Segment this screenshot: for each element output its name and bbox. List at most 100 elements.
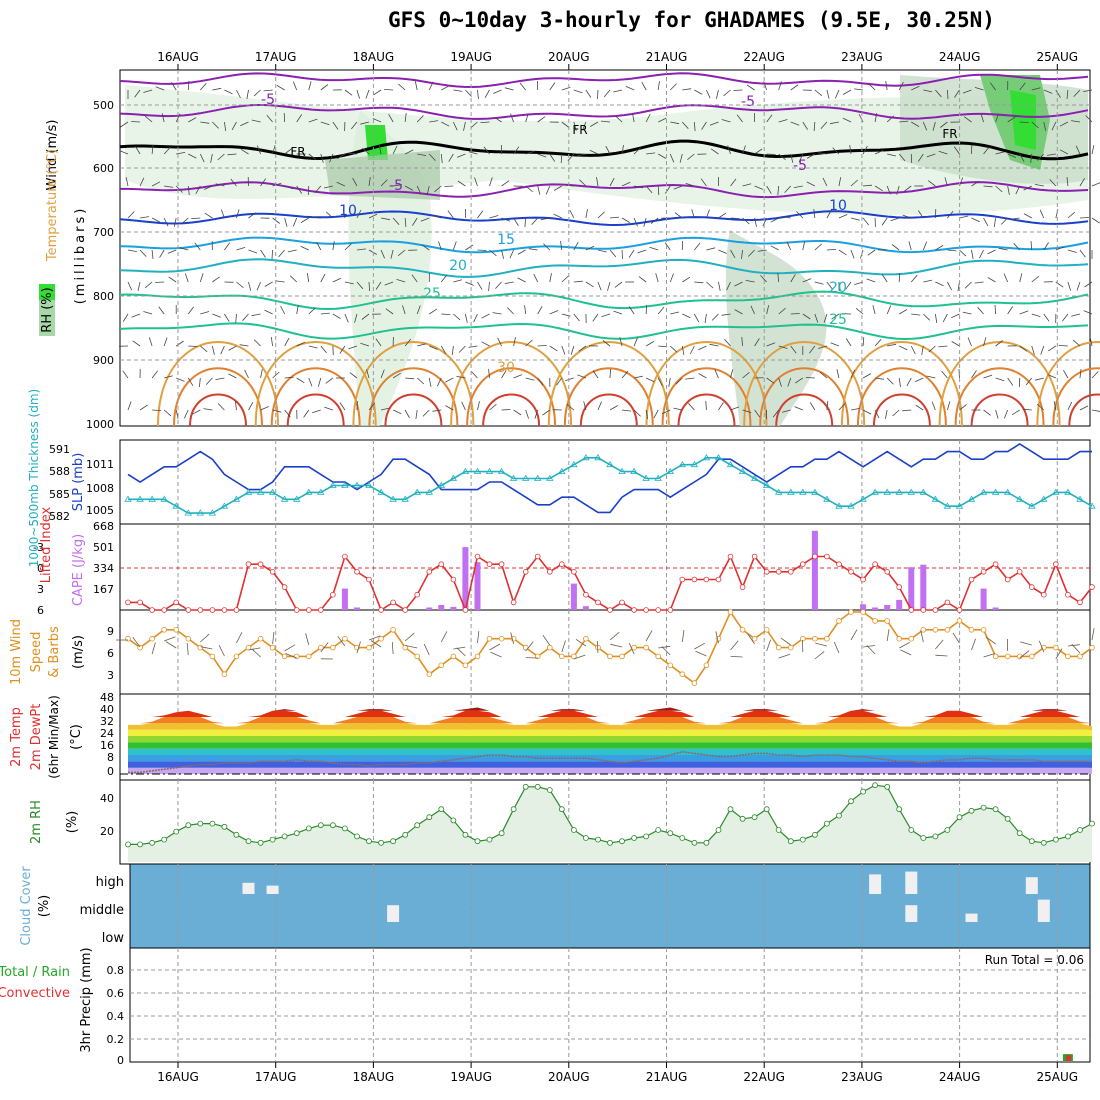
wind-barb [750,305,755,315]
wind-barb [597,281,602,291]
rh2m-point [281,833,288,840]
wind10-tick-label: 6 [107,647,114,660]
wind-barb [405,377,415,380]
temp2m-tick-label: 16 [100,739,114,752]
rh2m-point [185,822,192,829]
wind-barb [645,409,648,419]
wind-barb [296,114,303,123]
wind-barb [578,345,587,352]
wind10-barb [251,648,261,658]
wind-barb [437,377,442,387]
wind-barb [628,249,635,258]
wind-barb [931,401,936,411]
thickness-point [377,488,385,495]
wind-barb [163,217,169,227]
thickness-point [823,495,831,502]
wind-barb [838,249,847,256]
wind-barb [872,305,876,315]
rh2m-point [824,820,830,827]
wind10-plot [116,609,1095,686]
temp-band [128,707,1092,711]
li-point [221,607,228,613]
thickness-point [353,481,361,488]
wind10-left-labels: 10m Wind Speed & Barbs (m/s) [9,619,86,685]
wind-barb [465,244,474,251]
wind-barb [910,274,918,283]
li-point [703,576,710,583]
surface-isotherm-arch [547,341,670,427]
wind-barb [350,121,358,130]
wind-barb [934,313,938,323]
surface-isotherm-arch [482,393,541,427]
thickness-point [991,488,1000,495]
wind-barb [239,344,249,347]
wind-barb [1067,249,1077,253]
wind-barb [818,345,828,349]
wind-barb [380,179,388,187]
wind-barb [212,313,221,318]
wind-barb [790,274,796,283]
wind-barb [917,153,924,162]
wind-barb [875,377,885,380]
wind10-barb [337,636,346,647]
thickness-point [1088,502,1096,509]
wind-barb [995,409,999,419]
wind-barb [260,178,267,187]
wind-barb [898,272,901,283]
wind-barb [284,376,294,379]
wind-barb [481,313,490,319]
wind-barb [643,217,647,227]
rh2m-point [546,787,553,793]
isotherm-label: -5 [261,92,275,108]
wind-barb [432,215,442,219]
wind10-label-1: 10m Wind [9,619,24,685]
temperature-axis-label: Temperature (°C) [45,149,60,262]
li-tick-label: 0 [37,562,44,575]
rh2m-point [498,830,505,837]
li-point [655,607,661,613]
thickness-point [1052,488,1060,495]
wind-barb [139,177,145,187]
wind-barb [974,281,984,284]
wind-barb [175,409,179,419]
wind-barb [404,185,414,191]
wind-barb [822,177,828,187]
wind-barb [573,121,577,131]
wind-barb [633,217,638,227]
wind-barb [224,242,231,251]
rh2m-point [534,783,541,790]
rh2m-point [173,828,180,835]
wind-barb [217,153,225,161]
wind-barb [1091,409,1100,412]
wind-barb [349,372,358,379]
rh2m-point [944,827,951,833]
wind-barb [923,89,933,93]
wind10-barb [1038,640,1045,653]
wind-barb [127,211,135,219]
wind-barb [682,88,692,91]
wind-barb [347,152,357,155]
wind-speed-point [896,635,902,642]
wind-speed-point [390,626,396,633]
li-point [197,607,204,613]
wind-barb [308,345,318,349]
cape-li-plot [120,530,1095,613]
wind-barb [325,377,334,384]
wind-barb [525,113,529,123]
wind-barb [850,179,858,187]
li-point [884,568,890,575]
wind-barb [220,209,225,219]
wind-barb [589,149,599,155]
wind-barb [898,81,904,91]
wind-barb [356,281,364,290]
wind-barb [168,276,177,283]
wind-barb [314,185,322,194]
rh2m-point [1052,836,1059,843]
cloud-cell [266,885,279,894]
thickness-point [1028,502,1036,509]
cape-bar [426,607,433,610]
wind-barb [657,185,660,196]
wind-barb [398,83,406,91]
cape-bar [450,606,457,610]
wind-barb [456,153,466,158]
